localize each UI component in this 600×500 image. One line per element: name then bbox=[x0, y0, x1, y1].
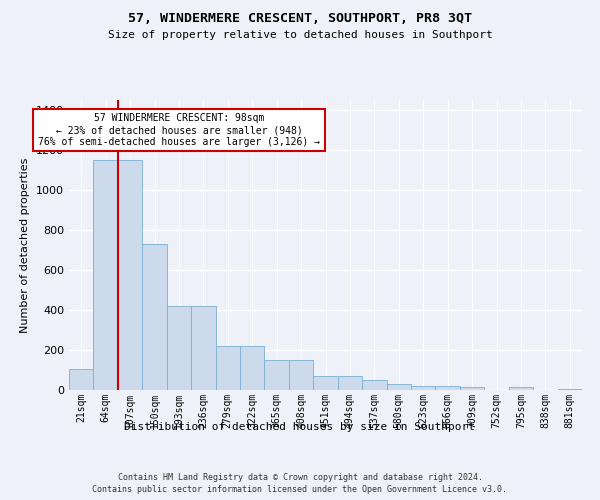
Text: Contains HM Land Registry data © Crown copyright and database right 2024.: Contains HM Land Registry data © Crown c… bbox=[118, 472, 482, 482]
Bar bbox=[411, 386, 436, 390]
Bar bbox=[191, 306, 215, 390]
Bar bbox=[215, 346, 240, 390]
Bar bbox=[289, 360, 313, 390]
Bar bbox=[118, 160, 142, 390]
Bar bbox=[509, 387, 533, 390]
Bar bbox=[69, 369, 94, 390]
Bar bbox=[265, 360, 289, 390]
Text: Contains public sector information licensed under the Open Government Licence v3: Contains public sector information licen… bbox=[92, 485, 508, 494]
Bar bbox=[167, 306, 191, 390]
Bar bbox=[240, 346, 265, 390]
Bar bbox=[362, 380, 386, 390]
Text: Distribution of detached houses by size in Southport: Distribution of detached houses by size … bbox=[125, 422, 476, 432]
Bar bbox=[386, 384, 411, 390]
Bar bbox=[436, 386, 460, 390]
Bar bbox=[142, 244, 167, 390]
Y-axis label: Number of detached properties: Number of detached properties bbox=[20, 158, 31, 332]
Bar bbox=[460, 387, 484, 390]
Bar bbox=[94, 160, 118, 390]
Bar bbox=[557, 389, 582, 390]
Bar bbox=[313, 376, 338, 390]
Text: 57 WINDERMERE CRESCENT: 98sqm
← 23% of detached houses are smaller (948)
76% of : 57 WINDERMERE CRESCENT: 98sqm ← 23% of d… bbox=[38, 114, 320, 146]
Text: Size of property relative to detached houses in Southport: Size of property relative to detached ho… bbox=[107, 30, 493, 40]
Text: 57, WINDERMERE CRESCENT, SOUTHPORT, PR8 3QT: 57, WINDERMERE CRESCENT, SOUTHPORT, PR8 … bbox=[128, 12, 472, 26]
Bar bbox=[338, 376, 362, 390]
